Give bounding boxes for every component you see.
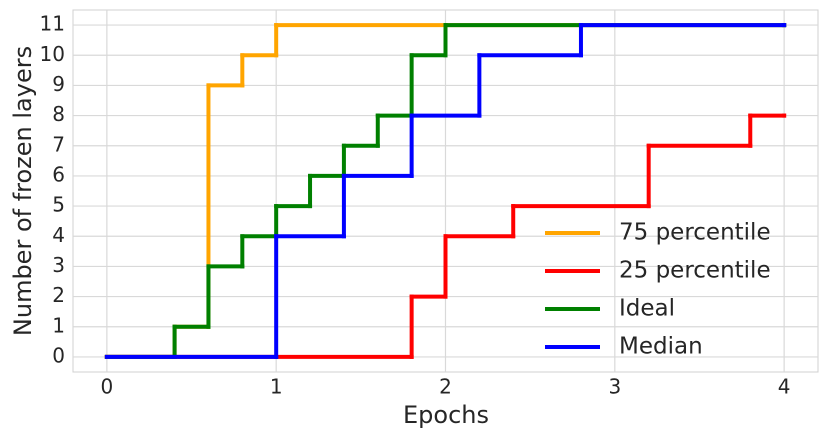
legend-label: Median: [619, 334, 703, 360]
y-tick-label: 5: [52, 193, 65, 217]
x-tick-label: 0: [100, 375, 113, 399]
legend-label: 75 percentile: [619, 220, 771, 246]
y-axis-label: Number of frozen layers: [9, 46, 37, 336]
x-axis-label: Epochs: [403, 401, 489, 429]
y-tick-label: 11: [40, 12, 65, 36]
y-tick-label: 10: [40, 42, 65, 66]
y-tick-label: 1: [52, 313, 65, 337]
x-tick-label: 1: [270, 375, 283, 399]
y-tick-label: 0: [52, 343, 65, 367]
y-tick-label: 9: [52, 72, 65, 96]
y-tick-label: 6: [52, 162, 65, 186]
y-tick-label: 7: [52, 132, 65, 156]
y-tick-label: 2: [52, 283, 65, 307]
x-tick-label: 2: [439, 375, 452, 399]
y-tick-label: 8: [52, 102, 65, 126]
legend-label: 25 percentile: [619, 258, 771, 284]
y-tick-label: 4: [52, 223, 65, 247]
x-tick-label: 4: [778, 375, 791, 399]
legend-label: Ideal: [619, 296, 675, 322]
y-tick-label: 3: [52, 253, 65, 277]
x-tick-label: 3: [608, 375, 621, 399]
